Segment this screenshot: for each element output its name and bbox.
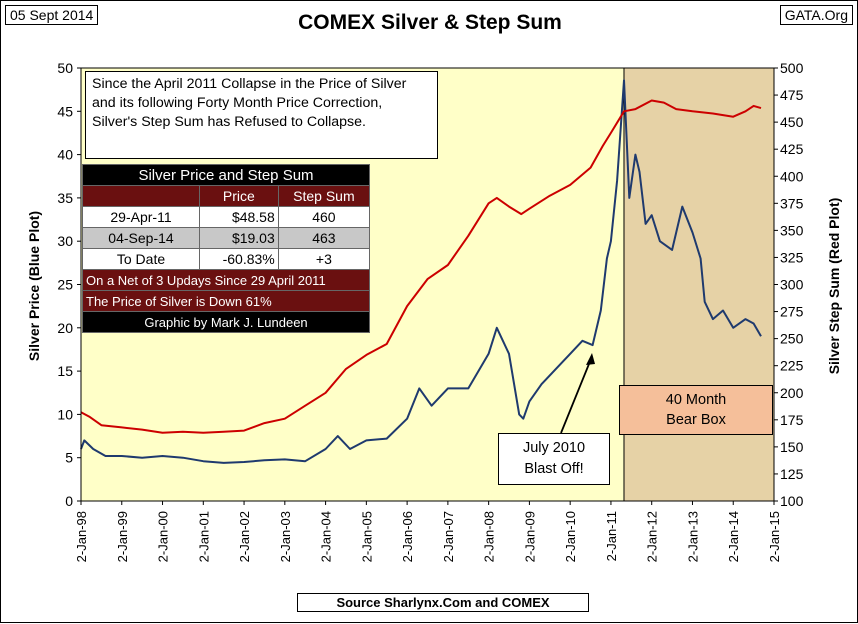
x-tick-label: 2-Jan-03 xyxy=(278,511,293,562)
y-right-tick-label: 150 xyxy=(780,439,804,455)
y-left-tick-label: 45 xyxy=(57,103,73,119)
annotation-note: Since the April 2011 Collapse in the Pri… xyxy=(85,71,438,159)
y-right-tick-label: 450 xyxy=(780,114,804,130)
x-tick-label: 2-Jan-02 xyxy=(237,511,252,562)
series-layer xyxy=(80,79,762,464)
table-cell: -60.83% xyxy=(199,248,279,270)
silver-price-line xyxy=(80,79,762,464)
y-right-tick-label: 100 xyxy=(780,493,804,509)
table-cell: 463 xyxy=(277,227,371,249)
y-right-tick-label: 400 xyxy=(780,168,804,184)
bear-box-region xyxy=(623,67,775,502)
y-left-tick-label: 5 xyxy=(65,450,73,466)
blast-off-callout: July 2010 Blast Off! xyxy=(498,433,610,485)
y-left-tick-label: 30 xyxy=(57,233,73,249)
table-row: To Date -60.83% +3 xyxy=(82,248,371,270)
x-tick-label: 2-Jan-11 xyxy=(604,511,619,561)
table-credit: Graphic by Mark J. Lundeen xyxy=(82,311,370,333)
y-axis-left-label: Silver Price (Blue Plot) xyxy=(26,211,42,361)
y-left-tick-label: 20 xyxy=(57,320,73,336)
y-right-tick-label: 300 xyxy=(780,277,804,293)
table-cell: 29-Apr-11 xyxy=(82,206,200,228)
x-tick-label: 2-Jan-08 xyxy=(482,511,497,562)
y-right-tick-label: 250 xyxy=(780,331,804,347)
table-footer-line: The Price of Silver is Down 61% xyxy=(82,290,370,312)
table-footer-line: On a Net of 3 Updays Since 29 April 2011 xyxy=(82,269,370,291)
table-header xyxy=(82,185,200,207)
table-cell: +3 xyxy=(277,248,371,270)
table-cell: To Date xyxy=(82,248,200,270)
x-tick-label: 2-Jan-06 xyxy=(400,511,415,562)
x-tick-label: 2-Jan-09 xyxy=(522,511,537,562)
table-header: Price xyxy=(199,185,279,207)
x-tick-label: 2-Jan-14 xyxy=(726,511,741,562)
y-left-tick-label: 50 xyxy=(57,60,73,76)
y-right-tick-label: 325 xyxy=(780,249,804,265)
summary-table: Silver Price and Step Sum Price Step Sum… xyxy=(82,164,371,333)
y-right-tick-label: 125 xyxy=(780,466,804,482)
bear-box-label: 40 Month Bear Box xyxy=(619,385,773,435)
x-tick-label: 2-Jan-15 xyxy=(767,511,782,562)
table-cell: 04-Sep-14 xyxy=(82,227,200,249)
y-left-tick-label: 25 xyxy=(57,277,73,293)
chart-title: COMEX Silver & Step Sum xyxy=(298,11,562,34)
table-row: 04-Sep-14 $19.03 463 xyxy=(82,227,371,249)
x-tick-label: 2-Jan-13 xyxy=(685,511,700,562)
callout-line: July 2010 xyxy=(522,440,586,456)
x-tick-label: 2-Jan-05 xyxy=(359,511,374,562)
y-axis-right-label: Silver Step Sum (Red Plot) xyxy=(826,198,842,375)
y-left-tick-label: 15 xyxy=(57,363,73,379)
x-tick-label: 2-Jan-98 xyxy=(74,511,89,562)
callout-line: Blast Off! xyxy=(524,461,584,477)
x-tick-label: 2-Jan-04 xyxy=(319,511,334,562)
x-tick-label: 2-Jan-01 xyxy=(196,511,211,562)
y-left-tick-label: 35 xyxy=(57,190,73,206)
x-tick-label: 2-Jan-00 xyxy=(156,511,171,562)
y-right-tick-label: 350 xyxy=(780,222,804,238)
bear-box-line: 40 Month xyxy=(665,392,727,408)
source-footer: Source Sharlynx.Com and COMEX xyxy=(297,593,589,612)
table-row: 29-Apr-11 $48.58 460 xyxy=(82,206,371,228)
x-tick-label: 2-Jan-99 xyxy=(115,511,130,562)
y-left-tick-label: 10 xyxy=(57,406,73,422)
y-right-tick-label: 275 xyxy=(780,304,804,320)
x-tick-label: 2-Jan-07 xyxy=(441,511,456,562)
callout-arrow xyxy=(560,353,595,434)
table-cell: $19.03 xyxy=(199,227,279,249)
y-left-tick-label: 40 xyxy=(57,147,73,163)
step-sum-line xyxy=(80,99,762,434)
y-right-tick-label: 375 xyxy=(780,195,804,211)
y-right-tick-label: 500 xyxy=(780,60,804,76)
table-title: Silver Price and Step Sum xyxy=(82,164,370,186)
y-right-tick-label: 200 xyxy=(780,385,804,401)
x-tick-label: 2-Jan-12 xyxy=(645,511,660,562)
table-cell: 460 xyxy=(277,206,371,228)
source-site-label: GATA.Org xyxy=(779,5,853,25)
y-right-tick-label: 175 xyxy=(780,412,804,428)
date-label: 05 Sept 2014 xyxy=(5,5,99,25)
x-tick-label: 2-Jan-10 xyxy=(563,511,578,562)
bear-box-line: Bear Box xyxy=(666,412,726,428)
table-cell: $48.58 xyxy=(199,206,279,228)
y-right-tick-label: 425 xyxy=(780,141,804,157)
y-right-tick-label: 225 xyxy=(780,358,804,374)
axes-layer: 0 5 10 15 20 25 30 35 40 45 50 100 125 150 175 200 225 25… xyxy=(57,60,803,562)
table-header: Step Sum xyxy=(277,185,371,207)
y-right-tick-label: 475 xyxy=(780,87,804,103)
y-left-tick-label: 0 xyxy=(65,493,73,509)
